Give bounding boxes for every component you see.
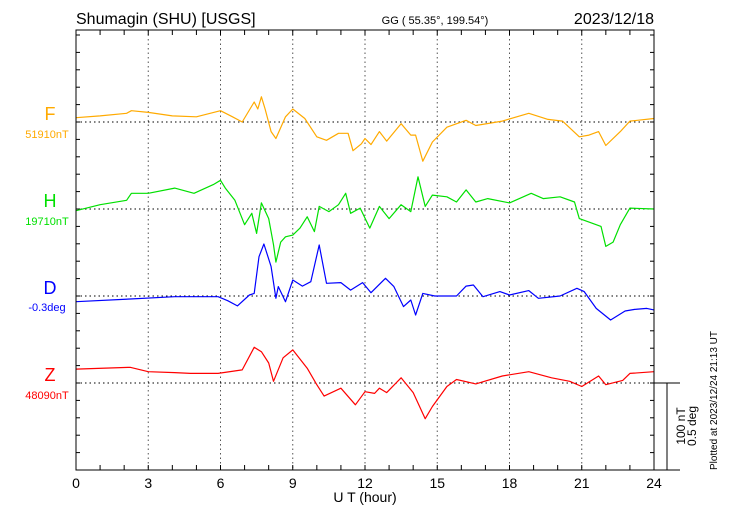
series-name-d: D	[44, 278, 57, 298]
series-lines	[75, 96, 655, 420]
plotted-at-label: Plotted at 2023/12/24 21:13 UT	[709, 331, 720, 470]
x-tick-label: 21	[574, 475, 590, 491]
scale-bar: 100 nT 0.5 deg	[654, 382, 699, 471]
series-labels: F 51910nT H 19710nT D -0.3deg Z 48090nT	[25, 104, 69, 402]
series-line-f	[75, 96, 655, 162]
series-name-z: Z	[45, 365, 56, 385]
plot-frame	[75, 29, 655, 471]
x-tick-label: 12	[357, 475, 373, 491]
baseline-label-f: 51910nT	[25, 129, 69, 141]
series-name-h: H	[44, 191, 57, 211]
coordinates-label: GG ( 55.35°, 199.54°)	[382, 15, 489, 27]
axis-ticks: 0 3 6 9 12 15 18 21 24	[72, 30, 662, 491]
scale-deg-label: 0.5 deg	[685, 406, 699, 446]
series-name-f: F	[45, 104, 56, 124]
series-line-z	[75, 346, 655, 420]
baseline-label-z: 48090nT	[25, 390, 69, 402]
x-tick-label: 6	[217, 475, 225, 491]
scale-nt-label: 100 nT	[674, 407, 688, 445]
x-tick-label: 18	[502, 475, 518, 491]
x-axis-label: U T (hour)	[333, 489, 396, 505]
x-tick-label: 3	[144, 475, 152, 491]
x-tick-label: 15	[429, 475, 445, 491]
baseline-label-d: -0.3deg	[28, 302, 65, 314]
grid	[76, 30, 654, 470]
date-label: 2023/12/18	[574, 11, 654, 28]
series-line-h	[75, 176, 655, 263]
baseline-label-h: 19710nT	[25, 216, 69, 228]
x-tick-label: 0	[72, 475, 80, 491]
x-tick-label: 24	[646, 475, 662, 491]
station-title: Shumagin (SHU) [USGS]	[76, 11, 256, 28]
series-line-d	[75, 243, 655, 321]
x-tick-label: 9	[289, 475, 297, 491]
